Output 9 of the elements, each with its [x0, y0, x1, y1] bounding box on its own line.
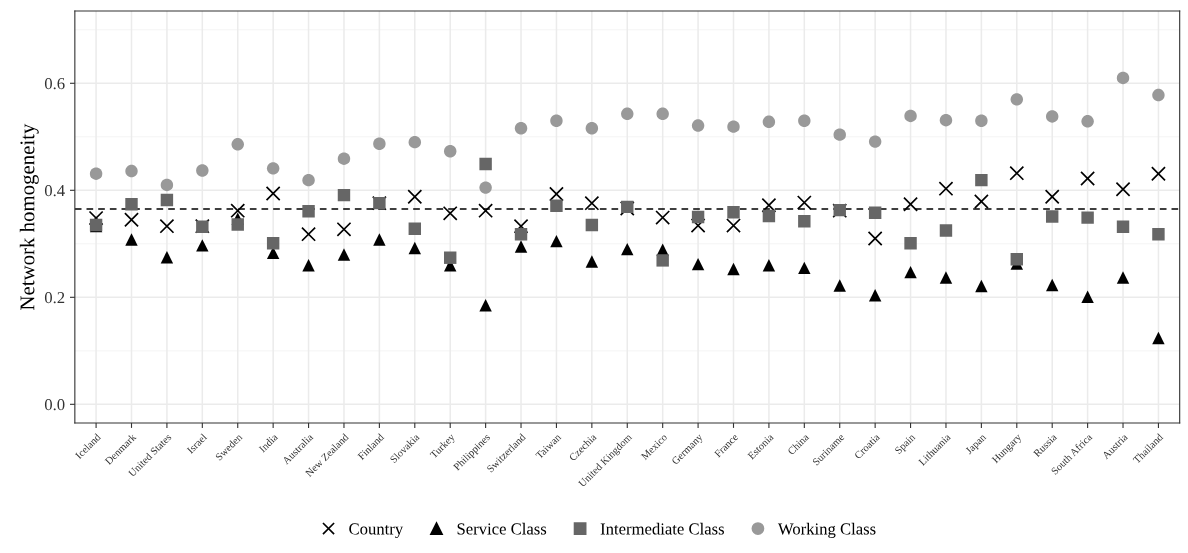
y-tick-label: 0.4 [44, 185, 65, 197]
legend-label: Working Class [777, 522, 876, 538]
y-tick-label: 0.2 [44, 292, 65, 304]
y-axis-title: Network homogeneity [19, 123, 39, 310]
legend-label: Intermediate Class [600, 522, 724, 535]
legend-label: Service Class [457, 522, 547, 535]
legend-label: Country [349, 523, 404, 538]
y-tick-label: 0.0 [44, 399, 65, 411]
y-tick-label: 0.6 [44, 77, 65, 90]
